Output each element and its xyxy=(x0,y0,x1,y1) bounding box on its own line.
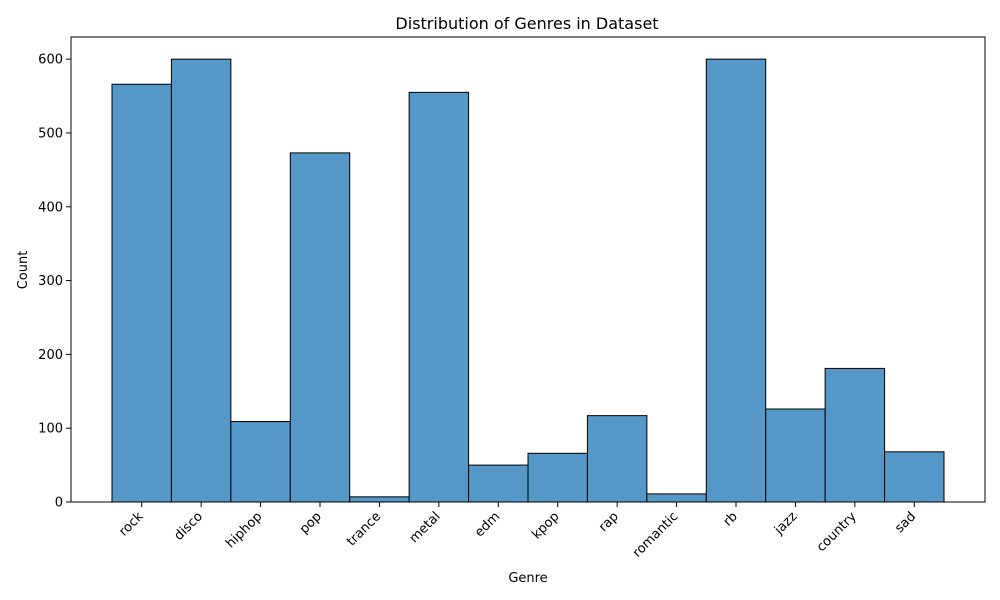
y-tick-label: 0 xyxy=(55,496,63,511)
x-tick-label: disco xyxy=(171,509,205,543)
bar-romantic xyxy=(646,493,707,503)
plot-frame xyxy=(70,36,986,503)
bar-metal xyxy=(408,91,470,503)
x-tick-label: trance xyxy=(344,509,384,549)
bar-sad xyxy=(884,451,945,503)
bars-layer xyxy=(111,58,945,503)
x-tick-label: edm xyxy=(472,509,503,540)
x-tick-label: hiphop xyxy=(223,509,265,551)
x-tick-label: jazz xyxy=(771,509,800,538)
y-tick-label: 600 xyxy=(38,53,63,68)
y-tick-label: 200 xyxy=(38,348,63,363)
bar-rock xyxy=(111,83,172,503)
y-tick-label: 500 xyxy=(38,126,63,141)
bar-country xyxy=(824,367,886,503)
bar-edm xyxy=(468,464,529,503)
bar-hiphop xyxy=(230,421,291,503)
x-tick-label: rap xyxy=(596,509,622,535)
x-tick-label: metal xyxy=(407,509,444,546)
bar-rb xyxy=(705,58,767,503)
y-tick-label: 400 xyxy=(38,200,63,215)
y-tick-label: 100 xyxy=(38,422,63,437)
y-axis-title: Count xyxy=(16,251,31,290)
bar-jazz xyxy=(765,408,826,503)
x-tick-label: sad xyxy=(892,509,919,536)
x-tick-label: pop xyxy=(297,509,325,537)
x-tick-label: rb xyxy=(721,509,741,529)
bar-trance xyxy=(349,496,410,503)
y-tick-label: 300 xyxy=(38,274,63,289)
bar-kpop xyxy=(527,452,588,503)
bar-disco xyxy=(170,58,232,503)
chart-title: Distribution of Genres in Dataset xyxy=(395,14,658,33)
x-axis-title: Genre xyxy=(508,571,547,586)
x-tick-label: romantic xyxy=(630,509,681,560)
bar-rap xyxy=(586,415,648,503)
x-tick-label: kpop xyxy=(529,509,562,542)
y-axis: 0 100 200 300 400 500 600 xyxy=(38,53,71,511)
x-tick-label: country xyxy=(814,509,860,555)
bar-pop xyxy=(289,152,351,503)
x-tick-label: rock xyxy=(116,509,147,540)
x-axis: rock disco hiphop pop trance metal edm kpop rap r… xyxy=(116,502,919,561)
